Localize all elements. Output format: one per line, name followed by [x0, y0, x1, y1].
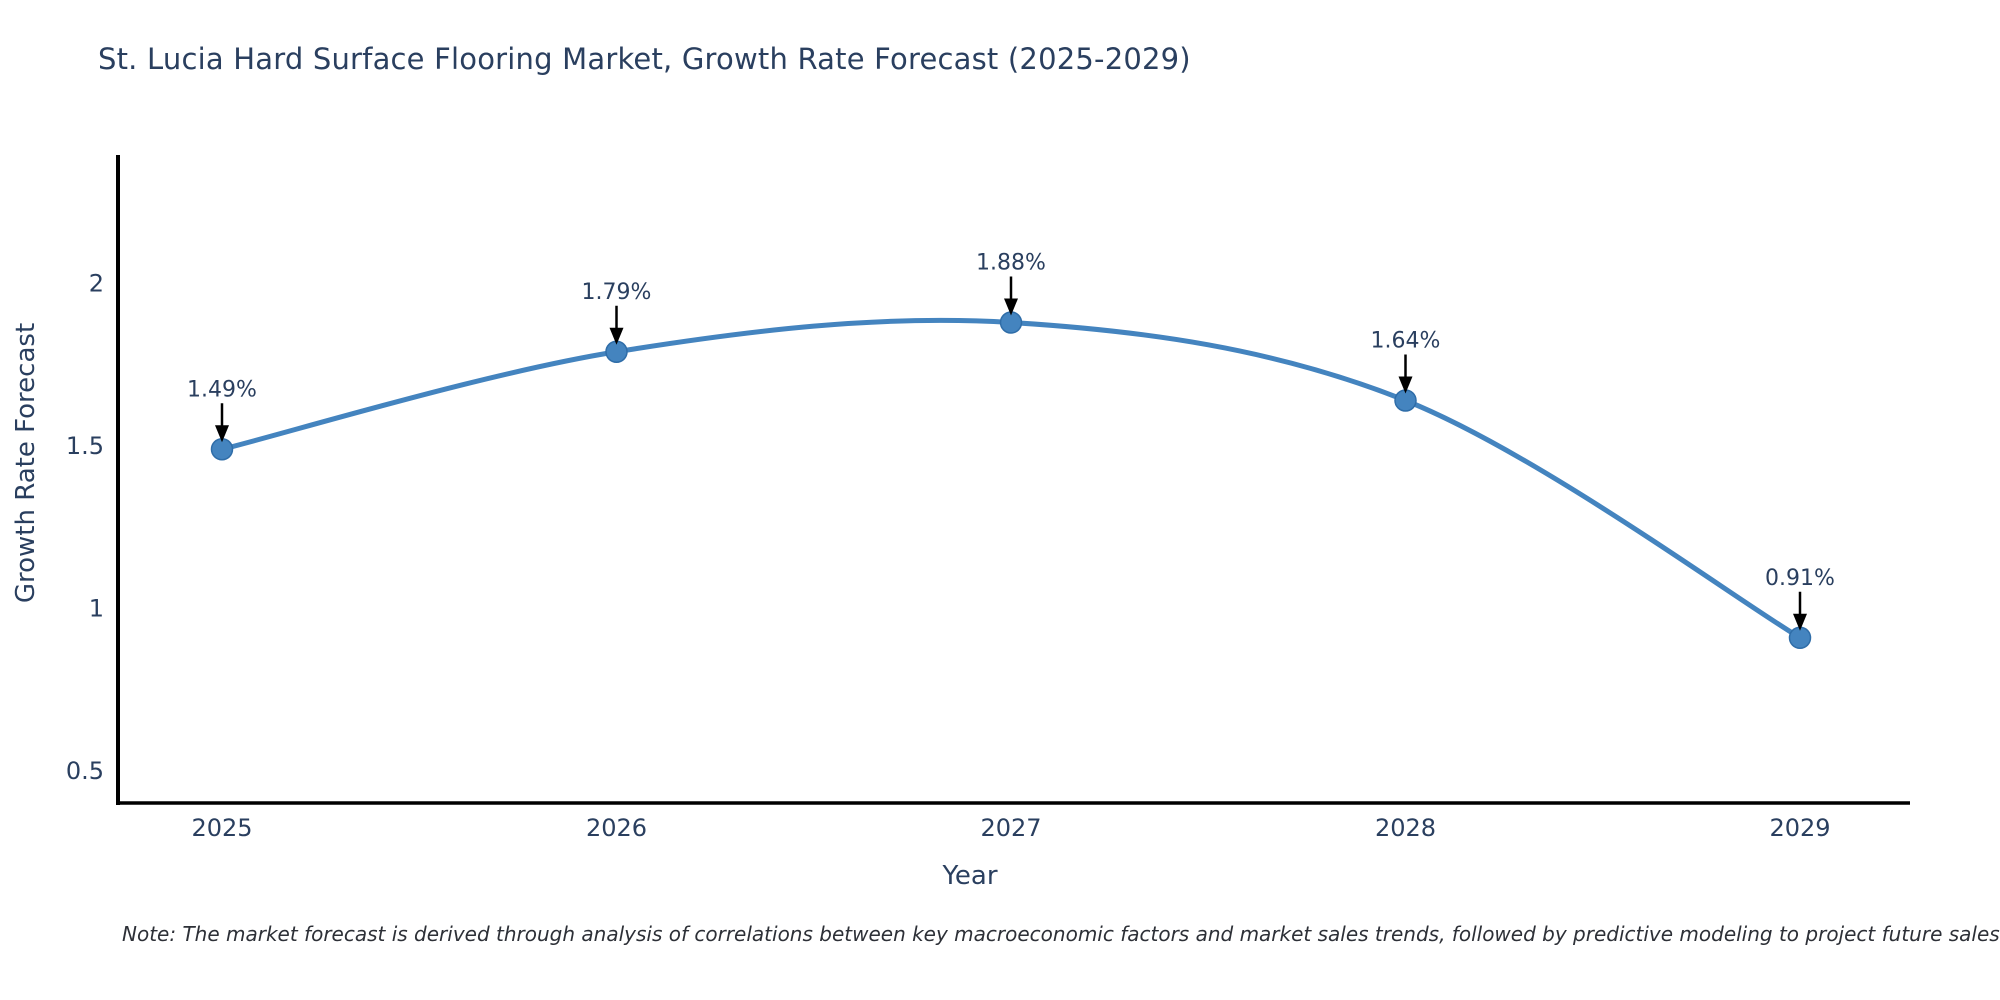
y-tick-label: 1: [89, 595, 104, 623]
annotation-arrowhead-icon: [609, 327, 624, 345]
point-value-label: 0.91%: [1765, 566, 1835, 591]
chart-title: St. Lucia Hard Surface Flooring Market, …: [98, 42, 1191, 76]
annotation-arrowhead-icon: [1398, 376, 1413, 394]
series-line: [219, 317, 1803, 641]
y-tick-label: 1.5: [66, 432, 104, 460]
point-value-label: 1.49%: [187, 377, 257, 402]
point-value-label: 1.79%: [582, 280, 652, 305]
point-value-label: 1.64%: [1371, 329, 1441, 354]
annotation-arrowhead-icon: [1793, 613, 1807, 631]
point-value-label: 1.88%: [976, 251, 1046, 276]
x-tick-label: 2027: [980, 814, 1041, 842]
y-axis-title: Growth Rate Forecast: [11, 323, 41, 603]
annotation-arrowhead-icon: [1004, 298, 1018, 316]
footnote: Note: The market forecast is derived thr…: [122, 922, 2000, 946]
y-tick-label: 2: [89, 270, 104, 298]
x-tick-label: 2026: [586, 814, 647, 842]
x-tick-label: 2029: [1769, 814, 1830, 842]
x-tick-label: 2025: [191, 814, 252, 842]
y-tick-label: 0.5: [66, 757, 104, 785]
annotation-arrowhead-icon: [215, 425, 229, 443]
x-axis-title: Year: [941, 861, 997, 891]
x-tick-label: 2028: [1375, 814, 1436, 842]
